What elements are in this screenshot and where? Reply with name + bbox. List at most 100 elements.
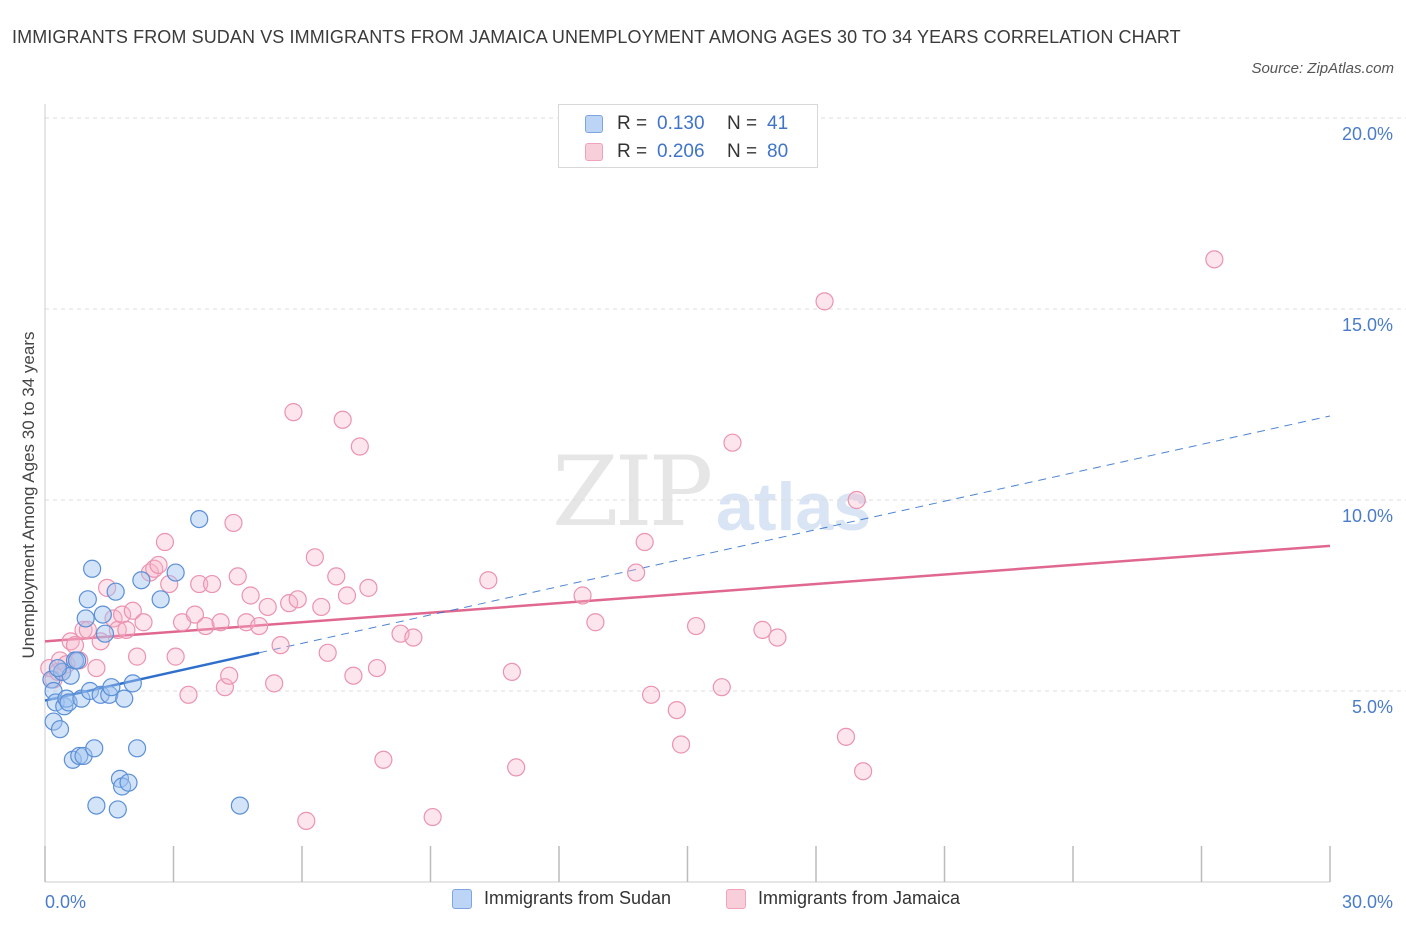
trend-line-sudan-projection bbox=[259, 415, 1331, 654]
point-jamaica bbox=[228, 567, 247, 586]
trend-line-jamaica bbox=[44, 544, 1331, 643]
series-legend: Immigrants from Sudan Immigrants from Ja… bbox=[0, 888, 1406, 918]
point-jamaica bbox=[423, 807, 442, 827]
point-jamaica bbox=[258, 597, 277, 617]
point-jamaica bbox=[836, 727, 856, 746]
point-jamaica bbox=[344, 666, 363, 685]
legend-n-label: N = bbox=[727, 113, 758, 134]
point-jamaica bbox=[280, 594, 299, 613]
point-jamaica bbox=[127, 647, 147, 666]
watermark-atlas: atlas bbox=[716, 469, 871, 545]
point-jamaica bbox=[288, 590, 307, 609]
point-jamaica bbox=[179, 685, 198, 704]
point-jamaica bbox=[374, 750, 393, 769]
point-sudan bbox=[85, 739, 104, 758]
trend-line-sudan bbox=[44, 651, 260, 702]
point-jamaica bbox=[502, 662, 521, 682]
x-tick-label: 0.0% bbox=[45, 892, 86, 912]
legend-swatch-jamaica bbox=[726, 888, 746, 909]
point-sudan bbox=[95, 624, 115, 643]
point-sudan bbox=[50, 720, 70, 739]
point-sudan bbox=[115, 689, 134, 708]
legend-r-label: R = bbox=[617, 113, 648, 134]
point-jamaica bbox=[723, 433, 742, 452]
point-sudan bbox=[93, 605, 112, 624]
point-jamaica bbox=[190, 574, 209, 594]
data-points bbox=[40, 250, 1224, 830]
legend-item-jamaica: Immigrants from Jamaica bbox=[726, 888, 960, 909]
point-sudan bbox=[230, 796, 249, 815]
point-jamaica bbox=[284, 403, 303, 422]
point-jamaica bbox=[134, 613, 153, 632]
point-jamaica bbox=[297, 811, 316, 830]
point-jamaica bbox=[350, 437, 369, 456]
point-jamaica bbox=[117, 620, 136, 639]
point-sudan bbox=[102, 678, 121, 697]
point-jamaica bbox=[185, 605, 205, 624]
point-sudan bbox=[108, 800, 127, 819]
point-jamaica bbox=[712, 678, 731, 697]
point-jamaica bbox=[333, 410, 352, 429]
point-jamaica bbox=[160, 574, 179, 594]
point-jamaica bbox=[224, 513, 243, 533]
point-sudan bbox=[83, 559, 102, 578]
point-jamaica bbox=[507, 758, 526, 777]
y-tick-label: 20.0% bbox=[1342, 124, 1393, 144]
point-sudan bbox=[46, 693, 65, 712]
point-jamaica bbox=[196, 616, 215, 636]
legend-n-label: N = bbox=[727, 141, 758, 162]
point-jamaica bbox=[312, 597, 331, 617]
point-jamaica bbox=[305, 548, 324, 567]
point-sudan bbox=[44, 712, 63, 731]
y-tick-label: 5.0% bbox=[1352, 697, 1393, 717]
point-sudan bbox=[70, 746, 89, 766]
point-jamaica bbox=[104, 609, 123, 628]
point-sudan bbox=[166, 563, 185, 582]
legend-r-value: 0.130 bbox=[657, 113, 705, 134]
point-jamaica bbox=[318, 643, 337, 662]
legend-r-value: 0.206 bbox=[657, 141, 705, 162]
point-jamaica bbox=[667, 700, 686, 720]
point-jamaica bbox=[635, 532, 654, 552]
legend-row-sudan: R = 0.130 N = 41 bbox=[585, 111, 788, 137]
point-jamaica bbox=[404, 628, 423, 647]
point-jamaica bbox=[1205, 250, 1224, 269]
legend-r-label: R = bbox=[617, 141, 648, 162]
point-jamaica bbox=[641, 685, 661, 704]
watermark-zip: ZIP bbox=[552, 436, 713, 548]
point-sudan bbox=[80, 681, 100, 701]
point-jamaica bbox=[250, 616, 269, 636]
legend-swatch-sudan bbox=[452, 888, 472, 909]
legend-label-jamaica: Immigrants from Jamaica bbox=[758, 888, 961, 908]
point-sudan bbox=[87, 796, 106, 815]
y-tick-label: 10.0% bbox=[1342, 506, 1393, 526]
point-jamaica bbox=[65, 636, 85, 655]
point-jamaica bbox=[479, 571, 498, 590]
y-axis-label: Unemployment Among Ages 30 to 34 years bbox=[19, 332, 38, 659]
legend-label-sudan: Immigrants from Sudan bbox=[484, 888, 672, 908]
point-sudan bbox=[127, 739, 147, 758]
grid-lines bbox=[45, 117, 1406, 692]
correlation-legend: R = 0.130 N = 41 R = 0.206 N = 80 bbox=[558, 104, 818, 168]
tick-labels: 5.0% 10.0% 15.0% 20.0% 0.0% 30.0% bbox=[45, 124, 1393, 912]
point-sudan bbox=[151, 590, 170, 609]
point-jamaica bbox=[215, 678, 234, 697]
source-label: Source: ZipAtlas.com bbox=[1251, 60, 1394, 77]
point-jamaica bbox=[123, 601, 142, 620]
point-sudan bbox=[106, 582, 125, 601]
legend-row-jamaica: R = 0.206 N = 80 bbox=[585, 139, 788, 165]
point-sudan bbox=[68, 651, 87, 670]
point-jamaica bbox=[211, 613, 230, 632]
point-jamaica bbox=[686, 616, 706, 636]
point-sudan bbox=[123, 674, 142, 693]
point-jamaica bbox=[74, 620, 93, 639]
point-jamaica bbox=[768, 628, 787, 647]
trend-lines bbox=[44, 415, 1331, 702]
legend-n-value: 80 bbox=[767, 141, 789, 162]
legend-swatch-sudan bbox=[585, 115, 603, 133]
point-sudan bbox=[119, 773, 138, 792]
point-jamaica bbox=[854, 762, 873, 781]
point-jamaica bbox=[815, 292, 834, 311]
point-jamaica bbox=[586, 613, 605, 632]
